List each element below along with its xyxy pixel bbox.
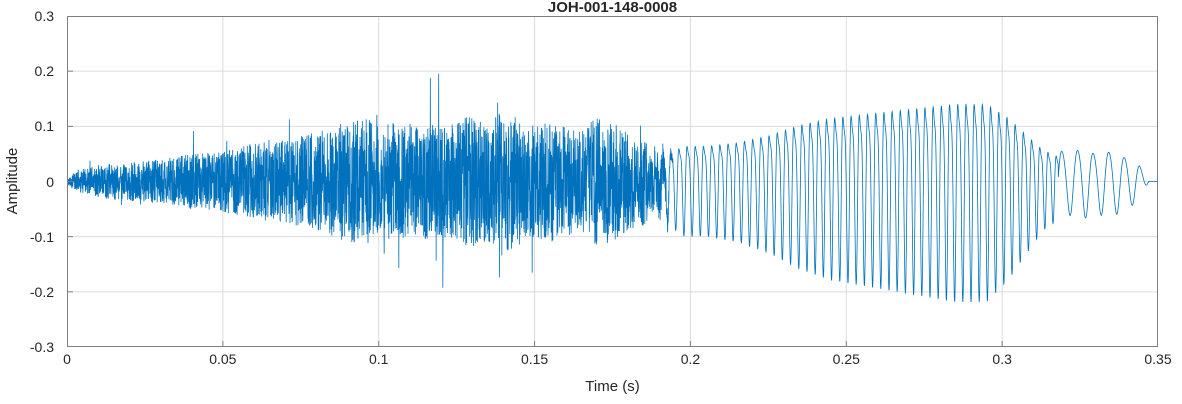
x-tick-label: 0.2 [680, 351, 701, 367]
x-tick-label: 0.05 [209, 351, 237, 367]
plot-area [67, 16, 1158, 347]
x-tick-label: 0.3 [992, 351, 1012, 367]
y-tick-label: 0.2 [34, 63, 54, 80]
x-tick-label: 0.15 [520, 351, 549, 367]
chart-title: JOH-001-148-0008 [547, 0, 678, 16]
y-tick-label: -0.1 [29, 228, 54, 245]
axes-box [67, 16, 1158, 347]
x-tick-labels: 0 0.05 0.1 0.15 0.2 0.25 0.3 0.35 [63, 351, 1172, 369]
y-tick-label: 0.1 [34, 118, 54, 135]
x-tick-label: 0.35 [1144, 351, 1172, 367]
y-tick-labels: -0.3 -0.2 -0.1 0 0.1 0.2 0.3 [0, 8, 60, 355]
x-tick-label: 0.1 [368, 351, 389, 367]
y-tick-label: 0.3 [34, 8, 54, 24]
y-tick-label: 0 [46, 173, 54, 190]
x-axis-label: Time (s) [585, 378, 640, 395]
x-tick-label: 0 [63, 351, 71, 367]
waveform-line [67, 73, 1158, 303]
x-tick-label: 0.25 [832, 351, 860, 367]
y-tick-label: -0.3 [29, 339, 54, 355]
y-tick-label: -0.2 [29, 283, 54, 300]
waveform-plot [67, 16, 1158, 347]
